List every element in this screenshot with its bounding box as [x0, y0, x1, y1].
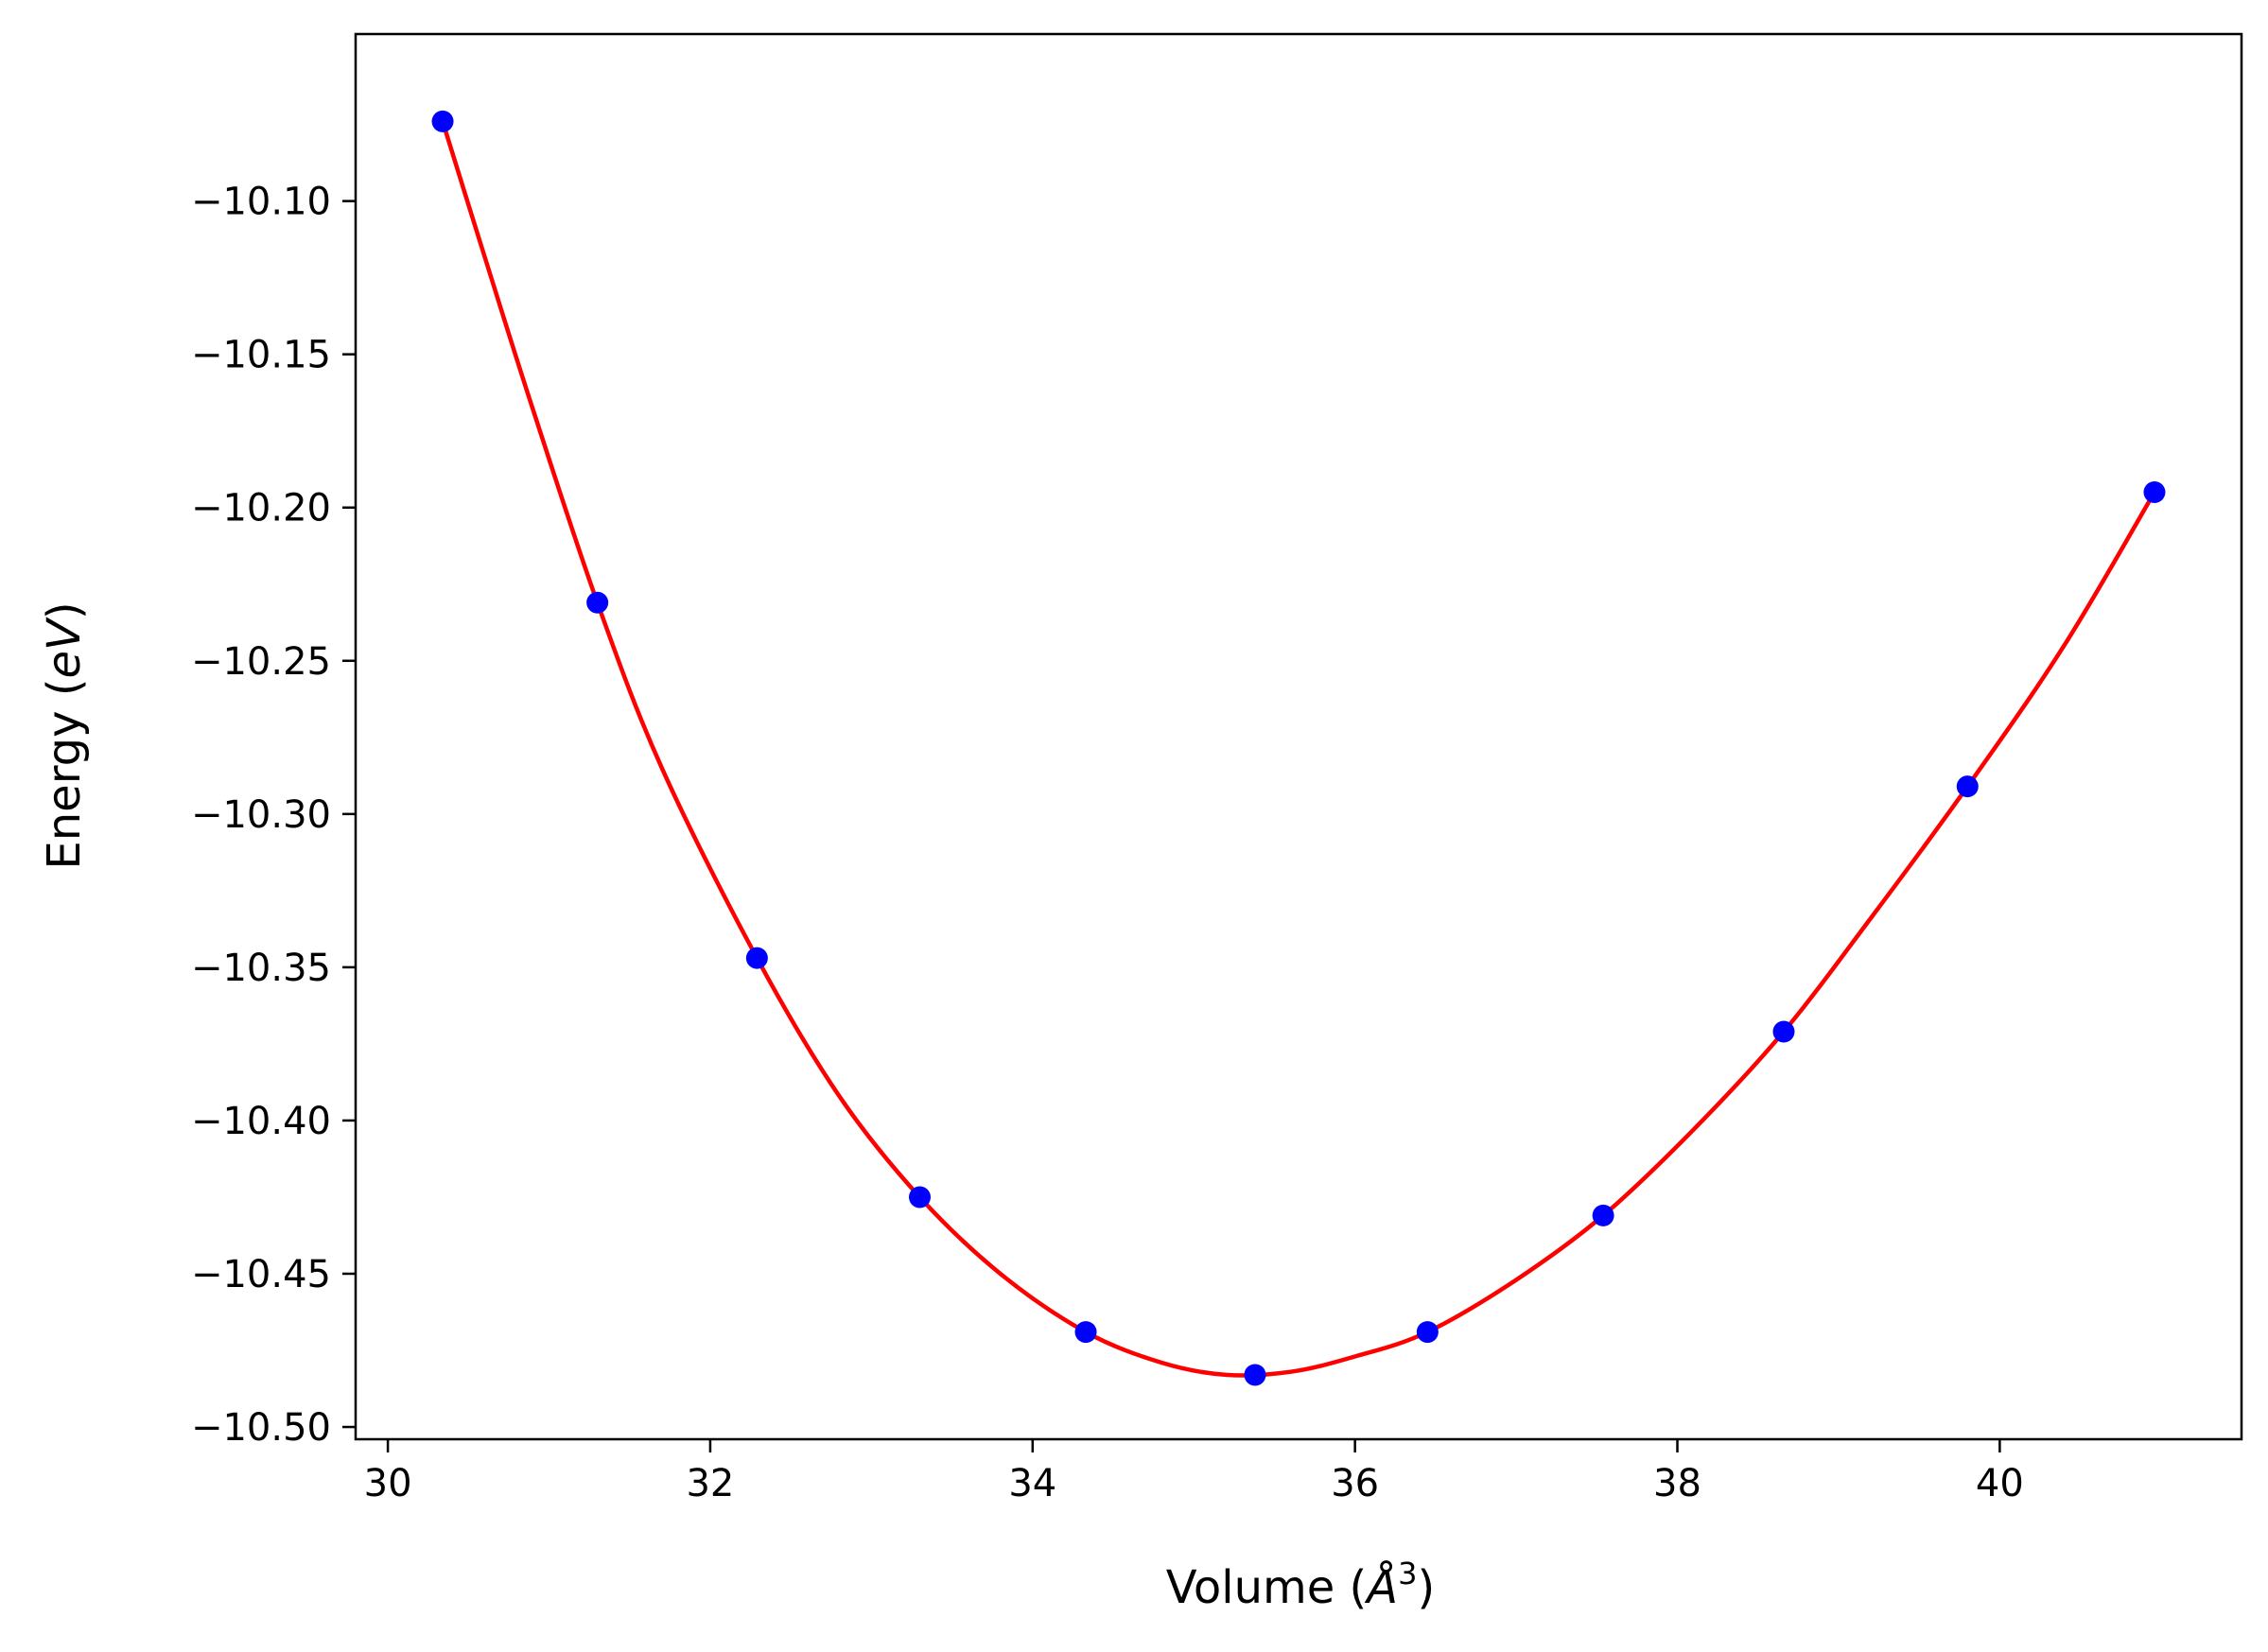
data-point: [1956, 775, 1979, 798]
y-tick-label: −10.20: [191, 487, 331, 530]
data-point: [745, 947, 768, 969]
x-axis-label: Volume (Å3): [1166, 1556, 1435, 1614]
x-tick-label: 30: [364, 1462, 412, 1505]
y-tick-label: −10.40: [191, 1100, 331, 1143]
y-tick-label: −10.35: [191, 947, 331, 990]
x-tick-label: 32: [686, 1462, 734, 1505]
data-point: [1592, 1204, 1614, 1226]
y-tick-label: −10.50: [191, 1406, 331, 1450]
plot-area: [431, 110, 2166, 1386]
x-tick-label: 40: [1976, 1462, 2024, 1505]
data-point: [1772, 1020, 1795, 1043]
data-point: [1244, 1364, 1266, 1386]
data-point: [1416, 1321, 1439, 1344]
y-tick-label: −10.10: [191, 181, 331, 224]
x-axis-ticks: 30 32 34 36 38 40: [364, 1439, 2024, 1505]
y-tick-label: −10.45: [191, 1253, 331, 1296]
data-point: [2143, 481, 2166, 504]
x-tick-label: 38: [1653, 1462, 1701, 1505]
axes-frame: [354, 32, 2243, 1441]
y-axis-label: Energy (eV): [38, 601, 91, 869]
fit-curve: [440, 120, 2156, 1378]
y-tick-label: −10.15: [191, 334, 331, 377]
data-point: [1074, 1321, 1097, 1344]
x-tick-label: 34: [1008, 1462, 1056, 1505]
y-axis-ticks: −10.10 −10.15 −10.20 −10.25 −10.30 −10.35 −10.…: [191, 181, 356, 1450]
data-point: [586, 591, 609, 614]
x-tick-label: 36: [1331, 1462, 1379, 1505]
data-point: [908, 1186, 931, 1209]
data-point: [431, 110, 454, 132]
y-tick-label: −10.25: [191, 640, 331, 684]
y-tick-label: −10.30: [191, 793, 331, 837]
